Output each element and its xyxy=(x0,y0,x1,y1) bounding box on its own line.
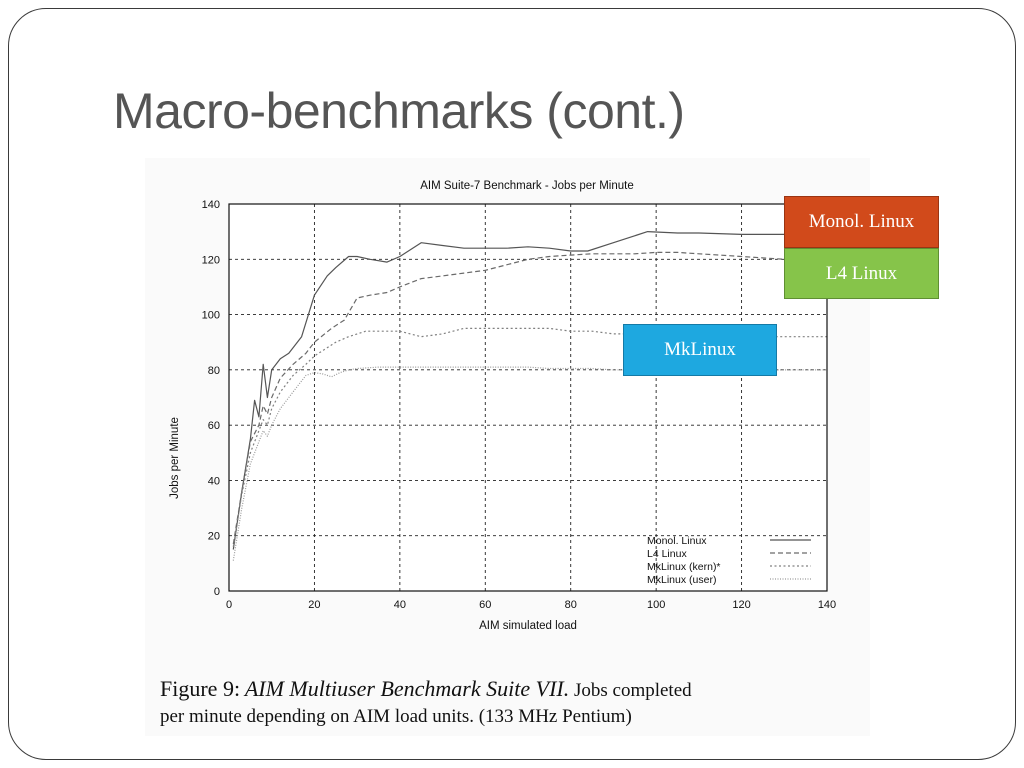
series-line-0 xyxy=(232,230,828,550)
y-tick-label-3: 60 xyxy=(208,420,220,432)
plot-area xyxy=(229,204,827,591)
y-tick-label-0: 0 xyxy=(214,586,220,598)
caption-figure-label: Figure 9: xyxy=(160,676,241,701)
legend-label-0: Monol. Linux xyxy=(647,535,707,547)
x-tick-label-6: 120 xyxy=(732,599,750,611)
y-tick-label-7: 140 xyxy=(202,199,220,211)
chart-title: AIM Suite-7 Benchmark - Jobs per Minute xyxy=(420,180,633,192)
slide-title: Macro-benchmarks (cont.) xyxy=(113,83,685,139)
legend-label-3: MkLinux (user) xyxy=(647,574,716,586)
series-line-2 xyxy=(232,327,827,547)
y-tick-label-4: 80 xyxy=(208,365,220,377)
x-tick-label-0: 0 xyxy=(226,599,232,611)
legend-label-2: MkLinux (kern)* xyxy=(647,561,721,573)
x-tick-label-1: 20 xyxy=(308,599,320,611)
figure-panel: AIM Suite-7 Benchmark - Jobs per Minute … xyxy=(145,158,870,736)
y-tick-label-2: 40 xyxy=(208,475,220,487)
slide-frame xyxy=(8,8,1016,760)
figure-caption: Figure 9: AIM Multiuser Benchmark Suite … xyxy=(160,676,860,730)
y-tick-label-5: 100 xyxy=(202,310,220,322)
x-tick-label-7: 140 xyxy=(818,599,836,611)
series-line-3 xyxy=(232,366,827,561)
x-tick-label-5: 100 xyxy=(647,599,665,611)
caption-text-line1: Jobs completed xyxy=(573,680,692,701)
series-line-1 xyxy=(232,251,828,545)
y-axis-label: Jobs per Minute xyxy=(169,417,181,499)
callout-mklinux: MkLinux xyxy=(623,324,777,376)
benchmark-chart: AIM Suite-7 Benchmark - Jobs per Minute … xyxy=(169,180,836,632)
callout-monol-linux: Monol. Linux xyxy=(784,196,939,248)
y-tick-label-1: 20 xyxy=(208,531,220,543)
x-tick-label-3: 60 xyxy=(479,599,491,611)
x-tick-label-2: 40 xyxy=(394,599,406,611)
y-tick-label-6: 120 xyxy=(202,254,220,266)
callout-l4-linux: L4 Linux xyxy=(784,248,939,299)
x-axis-label: AIM simulated load xyxy=(479,620,577,632)
caption-text-line2: per minute depending on AIM load units. … xyxy=(160,706,632,727)
plot-frame xyxy=(228,203,828,592)
x-tick-label-4: 80 xyxy=(565,599,577,611)
legend-label-1: L4 Linux xyxy=(647,548,687,560)
caption-figure-title: AIM Multiuser Benchmark Suite VII. xyxy=(244,676,570,701)
